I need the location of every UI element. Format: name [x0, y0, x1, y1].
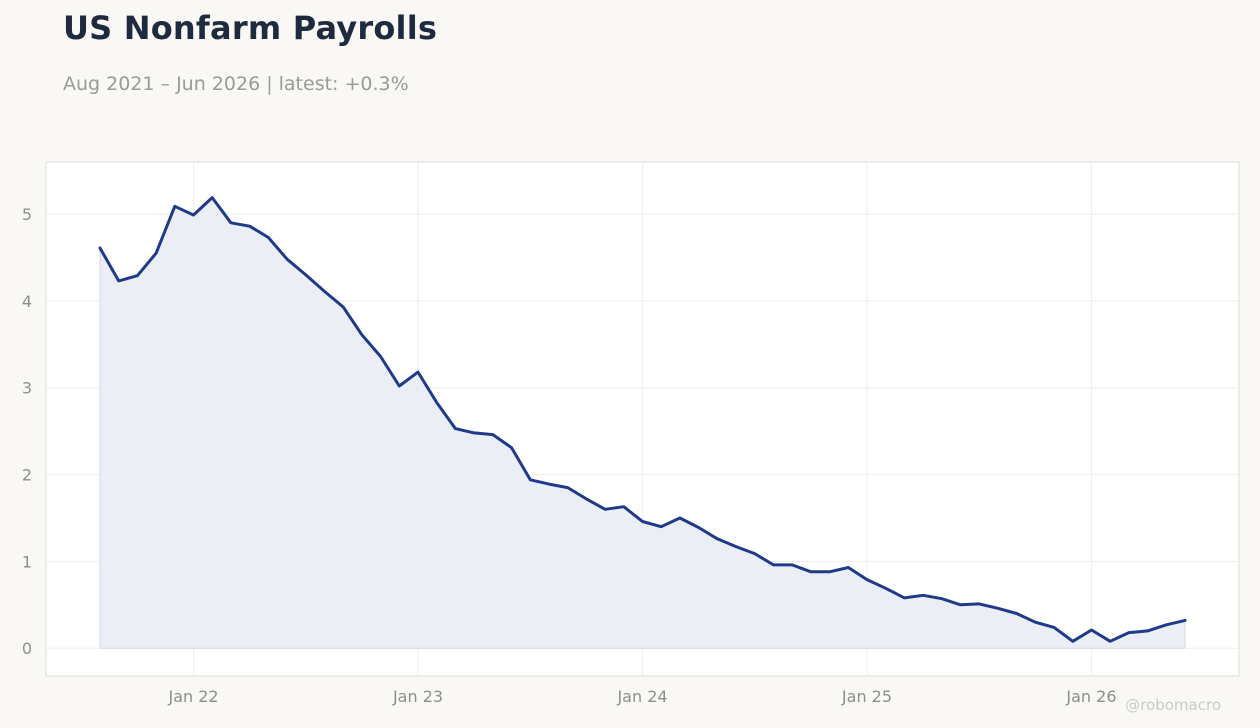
y-tick-label: 1	[22, 552, 32, 571]
y-tick-label: 4	[22, 292, 32, 311]
x-tick-label: Jan 26	[1065, 687, 1116, 706]
x-tick-label: Jan 25	[841, 687, 892, 706]
x-tick-label: Jan 24	[616, 687, 667, 706]
y-tick-label: 2	[22, 466, 32, 485]
watermark: @robomacro	[1125, 696, 1221, 714]
x-tick-label: Jan 23	[392, 687, 443, 706]
chart-title: US Nonfarm Payrolls	[63, 9, 438, 47]
chart-subtitle: Aug 2021 – Jun 2026 | latest: +0.3%	[63, 73, 409, 95]
y-tick-label: 3	[22, 379, 32, 398]
x-axis-ticks: Jan 22 Jan 23 Jan 24 Jan 25 Jan 26	[167, 687, 1116, 706]
y-axis-ticks: 0 1 2 3 4 5	[22, 205, 32, 658]
series-line	[98, 196, 1187, 643]
y-tick-label: 0	[22, 639, 32, 658]
x-tick-label: Jan 22	[167, 687, 218, 706]
y-tick-label: 5	[22, 205, 32, 224]
